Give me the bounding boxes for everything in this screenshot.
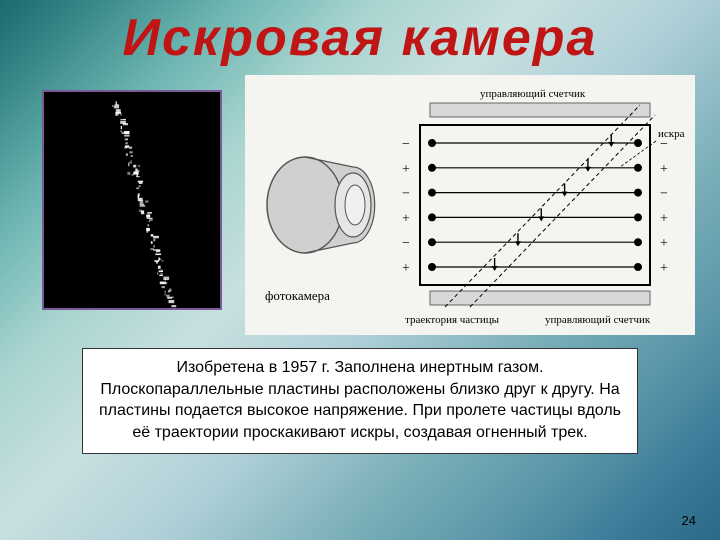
page-number: 24 [682, 513, 696, 528]
svg-text:−: − [402, 236, 410, 251]
svg-text:−: − [402, 187, 410, 202]
svg-text:−: − [402, 137, 410, 152]
svg-text:+: + [402, 261, 410, 276]
svg-text:управляющий счетчик: управляющий счетчик [545, 314, 651, 326]
svg-text:искра: искра [658, 128, 685, 140]
svg-text:−: − [660, 187, 668, 202]
spark-photo [42, 90, 222, 310]
svg-text:+: + [660, 211, 668, 226]
svg-text:управляющий счетчик: управляющий счетчик [480, 88, 586, 100]
chamber-diagram: фотокамера управляющий счетчик управляющий… [245, 75, 695, 335]
description-text: Изобретена в 1957 г. Заполнена инертным … [82, 348, 638, 454]
slide-title: Искровая камера [0, 8, 720, 68]
svg-text:траектория частицы: траектория частицы [405, 314, 500, 326]
svg-text:+: + [660, 261, 668, 276]
svg-text:фотокамера: фотокамера [265, 288, 330, 303]
svg-text:+: + [402, 211, 410, 226]
figure-area: фотокамера управляющий счетчик управляющий… [30, 90, 690, 335]
svg-text:+: + [660, 162, 668, 177]
svg-text:+: + [660, 236, 668, 251]
svg-text:+: + [402, 162, 410, 177]
